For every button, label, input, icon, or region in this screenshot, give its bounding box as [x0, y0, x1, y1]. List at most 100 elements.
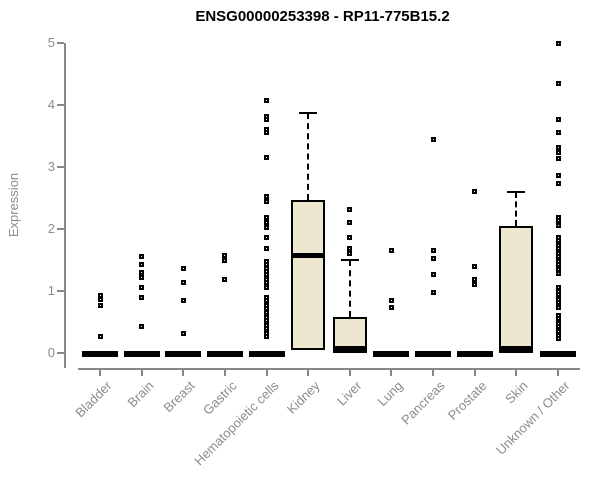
outlier-point [264, 280, 270, 286]
outlier-point [264, 234, 270, 240]
y-tick-mark [57, 166, 64, 168]
upper-whisker [348, 260, 351, 318]
outlier-point [430, 247, 436, 253]
x-tick-mark [265, 370, 268, 376]
outlier-point [264, 272, 270, 278]
outlier-point [97, 297, 103, 303]
median-line [499, 346, 534, 351]
zero-box-bar [165, 351, 202, 357]
zero-box-bar [82, 351, 118, 357]
y-tick-label: 2 [47, 221, 55, 236]
outlier-point [472, 189, 478, 195]
outlier-point [430, 290, 436, 296]
outlier-point [264, 298, 270, 304]
outlier-point [555, 172, 561, 178]
zero-box-bar [415, 351, 452, 357]
outlier-point [472, 282, 478, 288]
outlier-point [555, 324, 561, 330]
outlier-point [388, 297, 394, 303]
outlier-point [430, 137, 436, 143]
outlier-point [555, 254, 561, 260]
upper-whisker-cap [299, 112, 318, 115]
chart-title: ENSG00000253398 - RP11-775B15.2 [195, 8, 450, 25]
outlier-point [180, 280, 186, 286]
box-iqr [499, 225, 534, 353]
outlier-point [555, 304, 561, 310]
outlier-point [139, 269, 145, 275]
x-axis-line [78, 368, 580, 370]
x-tick-mark [348, 370, 351, 376]
outlier-point [388, 304, 394, 310]
outlier-point [139, 284, 145, 290]
x-tick-mark [140, 370, 143, 376]
zero-box-bar [248, 351, 285, 357]
outlier-point [264, 193, 270, 199]
outlier-point [555, 156, 561, 162]
outlier-point [264, 334, 270, 340]
y-tick-mark [57, 352, 64, 354]
median-line [332, 346, 367, 351]
x-tick-mark [515, 370, 518, 376]
outlier-point [264, 219, 270, 225]
outlier-point [555, 130, 561, 136]
zero-box-bar [373, 351, 410, 357]
outlier-point [139, 254, 145, 260]
outlier-point [264, 245, 270, 251]
zero-box-bar [206, 351, 243, 357]
outlier-point [388, 247, 394, 253]
outlier-point [555, 40, 561, 46]
outlier-point [264, 318, 270, 324]
median-line [291, 253, 326, 259]
outlier-point [222, 253, 228, 259]
outlier-point [264, 154, 270, 160]
x-tick-mark [223, 370, 226, 376]
outlier-point [472, 263, 478, 269]
x-tick-mark [99, 370, 101, 376]
upper-whisker [307, 113, 310, 200]
outlier-point [180, 297, 186, 303]
outlier-point [555, 292, 561, 298]
outlier-point [180, 331, 186, 337]
outlier-point [222, 277, 228, 283]
outlier-point [555, 270, 561, 276]
outlier-point [264, 326, 270, 332]
y-tick-label: 5 [47, 35, 55, 50]
outlier-point [555, 150, 561, 156]
outlier-point [139, 294, 145, 300]
outlier-point [347, 245, 353, 251]
y-tick-mark [57, 290, 64, 292]
outlier-point [264, 310, 270, 316]
y-tick-label: 0 [47, 345, 55, 360]
y-tick-label: 4 [47, 97, 55, 112]
outlier-point [555, 180, 561, 186]
outlier-point [430, 272, 436, 278]
upper-whisker-cap [340, 259, 359, 261]
y-tick-label: 3 [47, 159, 55, 174]
x-tick-mark [432, 370, 435, 376]
outlier-point [347, 251, 353, 257]
outlier-point [555, 316, 561, 322]
x-tick-mark [473, 370, 476, 376]
y-tick-mark [57, 104, 64, 106]
outlier-point [347, 207, 353, 213]
outlier-point [555, 300, 561, 306]
outlier-point [555, 246, 561, 252]
outlier-point [555, 145, 561, 151]
zero-box-bar [540, 351, 577, 357]
outlier-point [264, 130, 270, 136]
outlier-point [555, 80, 561, 86]
outlier-point [97, 333, 103, 339]
outlier-point [555, 238, 561, 244]
y-axis-label: Expression [6, 172, 21, 238]
outlier-point [347, 234, 353, 240]
x-tick-mark [182, 370, 185, 376]
outlier-point [555, 117, 561, 123]
y-tick-mark [57, 228, 64, 230]
outlier-point [264, 224, 270, 230]
outlier-point [555, 222, 561, 228]
x-tick-mark [307, 370, 310, 376]
outlier-point [180, 265, 186, 271]
outlier-point [264, 284, 270, 290]
zero-box-bar [123, 351, 160, 357]
y-tick-mark [57, 42, 64, 44]
